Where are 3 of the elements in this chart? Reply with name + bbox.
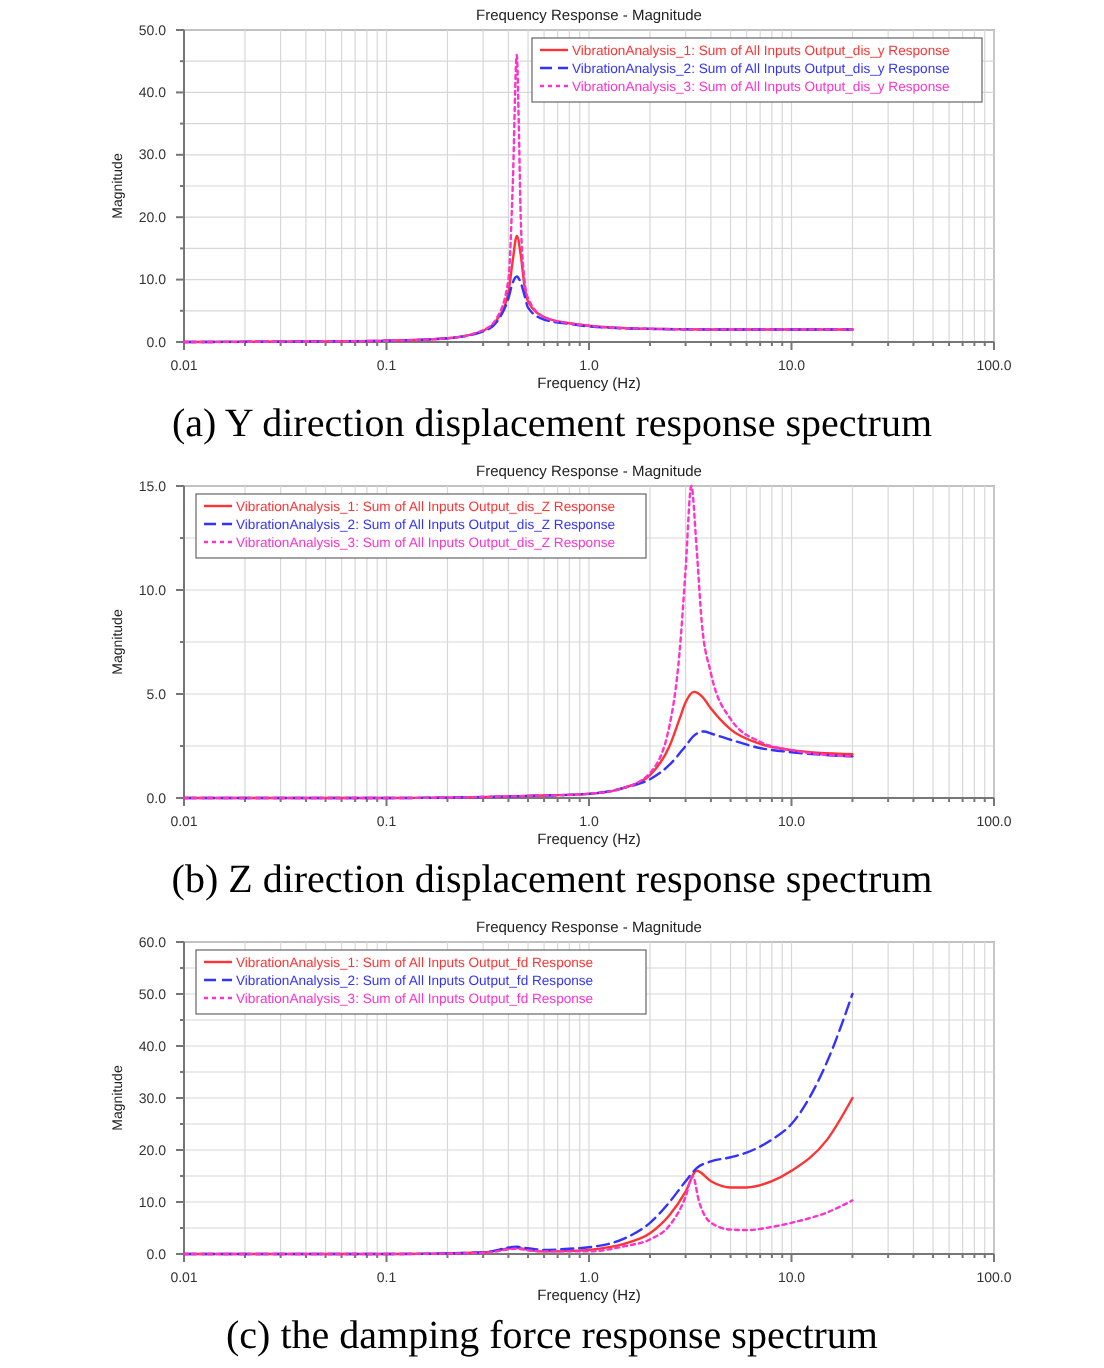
text: (b) Z direction displacement response spectrum: [171, 858, 934, 902]
text: (a) Y direction displacement response spectrum: [171, 402, 933, 446]
text: (c) the damping force response spectrum: [226, 1314, 879, 1358]
